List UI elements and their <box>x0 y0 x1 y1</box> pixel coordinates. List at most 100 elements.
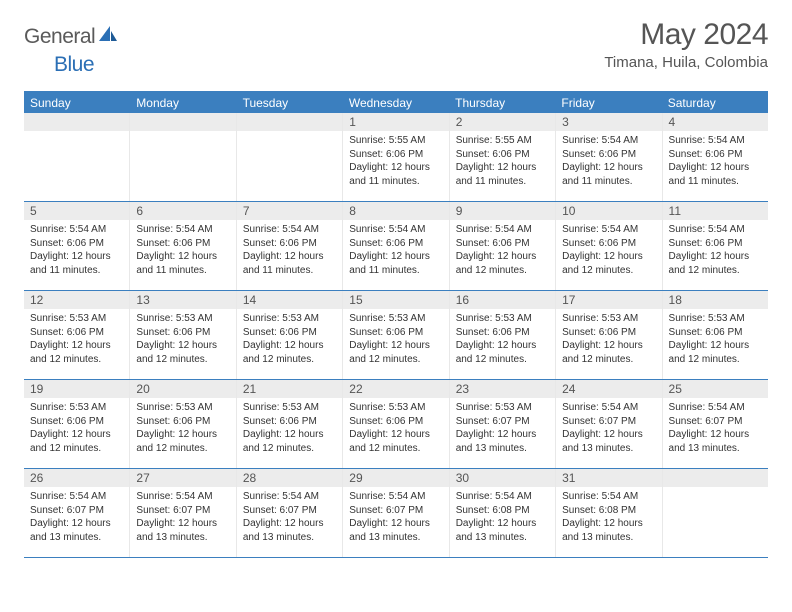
day-number: 27 <box>130 469 235 487</box>
day-number: 1 <box>343 113 448 131</box>
day-line: Sunset: 6:07 PM <box>562 415 655 429</box>
day-cell: 18Sunrise: 5:53 AMSunset: 6:06 PMDayligh… <box>663 291 768 379</box>
day-line: and 12 minutes. <box>136 353 229 367</box>
day-line: and 12 minutes. <box>562 353 655 367</box>
day-number <box>24 113 129 131</box>
day-body: Sunrise: 5:53 AMSunset: 6:06 PMDaylight:… <box>237 398 342 459</box>
day-number: 3 <box>556 113 661 131</box>
day-line: Sunrise: 5:54 AM <box>243 223 336 237</box>
day-line: Daylight: 12 hours <box>243 517 336 531</box>
day-body: Sunrise: 5:54 AMSunset: 6:06 PMDaylight:… <box>343 220 448 281</box>
weekday-header: Thursday <box>449 93 555 113</box>
day-body <box>663 487 768 494</box>
day-number: 21 <box>237 380 342 398</box>
day-line: Sunrise: 5:53 AM <box>456 401 549 415</box>
day-line: Sunset: 6:06 PM <box>456 326 549 340</box>
day-line: and 13 minutes. <box>562 442 655 456</box>
day-line: Sunset: 6:06 PM <box>669 326 762 340</box>
day-line: Sunrise: 5:55 AM <box>349 134 442 148</box>
day-line: and 13 minutes. <box>243 531 336 545</box>
weekday-header: Saturday <box>662 93 768 113</box>
day-body: Sunrise: 5:53 AMSunset: 6:06 PMDaylight:… <box>130 398 235 459</box>
calendar: SundayMondayTuesdayWednesdayThursdayFrid… <box>24 91 768 558</box>
day-line: Sunset: 6:06 PM <box>243 237 336 251</box>
week-row: 12Sunrise: 5:53 AMSunset: 6:06 PMDayligh… <box>24 291 768 380</box>
day-body: Sunrise: 5:54 AMSunset: 6:06 PMDaylight:… <box>556 131 661 192</box>
day-line: Sunrise: 5:54 AM <box>562 134 655 148</box>
day-cell: 11Sunrise: 5:54 AMSunset: 6:06 PMDayligh… <box>663 202 768 290</box>
day-body: Sunrise: 5:54 AMSunset: 6:08 PMDaylight:… <box>450 487 555 548</box>
day-line: and 12 minutes. <box>30 353 123 367</box>
day-line: Daylight: 12 hours <box>669 339 762 353</box>
day-line: Sunset: 6:06 PM <box>349 415 442 429</box>
day-number <box>130 113 235 131</box>
day-number: 23 <box>450 380 555 398</box>
weekday-row: SundayMondayTuesdayWednesdayThursdayFrid… <box>24 93 768 113</box>
day-line: and 12 minutes. <box>456 353 549 367</box>
day-line: Daylight: 12 hours <box>136 339 229 353</box>
day-number <box>237 113 342 131</box>
day-line: Daylight: 12 hours <box>349 161 442 175</box>
day-line: Daylight: 12 hours <box>30 250 123 264</box>
day-cell: 31Sunrise: 5:54 AMSunset: 6:08 PMDayligh… <box>556 469 662 557</box>
day-cell: 4Sunrise: 5:54 AMSunset: 6:06 PMDaylight… <box>663 113 768 201</box>
day-line: and 11 minutes. <box>136 264 229 278</box>
day-body: Sunrise: 5:53 AMSunset: 6:06 PMDaylight:… <box>343 398 448 459</box>
day-line: Daylight: 12 hours <box>349 517 442 531</box>
sail-icon <box>97 24 119 49</box>
day-cell: 7Sunrise: 5:54 AMSunset: 6:06 PMDaylight… <box>237 202 343 290</box>
day-line: Sunrise: 5:54 AM <box>136 490 229 504</box>
day-number: 8 <box>343 202 448 220</box>
day-cell: 8Sunrise: 5:54 AMSunset: 6:06 PMDaylight… <box>343 202 449 290</box>
day-line: Sunrise: 5:53 AM <box>136 401 229 415</box>
day-number: 17 <box>556 291 661 309</box>
day-body: Sunrise: 5:53 AMSunset: 6:06 PMDaylight:… <box>24 398 129 459</box>
day-line: and 13 minutes. <box>136 531 229 545</box>
day-line: Sunrise: 5:54 AM <box>456 490 549 504</box>
day-cell: 2Sunrise: 5:55 AMSunset: 6:06 PMDaylight… <box>450 113 556 201</box>
day-number: 24 <box>556 380 661 398</box>
day-line: Daylight: 12 hours <box>30 428 123 442</box>
day-body: Sunrise: 5:53 AMSunset: 6:06 PMDaylight:… <box>24 309 129 370</box>
day-cell: 14Sunrise: 5:53 AMSunset: 6:06 PMDayligh… <box>237 291 343 379</box>
day-line: Sunset: 6:06 PM <box>349 326 442 340</box>
day-number: 29 <box>343 469 448 487</box>
day-line: Daylight: 12 hours <box>30 517 123 531</box>
day-line: Daylight: 12 hours <box>669 161 762 175</box>
day-line: Sunrise: 5:54 AM <box>30 223 123 237</box>
day-cell: 5Sunrise: 5:54 AMSunset: 6:06 PMDaylight… <box>24 202 130 290</box>
day-line: Sunset: 6:06 PM <box>456 237 549 251</box>
day-line: Sunrise: 5:53 AM <box>456 312 549 326</box>
day-body: Sunrise: 5:53 AMSunset: 6:06 PMDaylight:… <box>343 309 448 370</box>
day-line: Sunrise: 5:53 AM <box>30 401 123 415</box>
day-cell: 22Sunrise: 5:53 AMSunset: 6:06 PMDayligh… <box>343 380 449 468</box>
day-body: Sunrise: 5:54 AMSunset: 6:07 PMDaylight:… <box>343 487 448 548</box>
day-line: Daylight: 12 hours <box>456 250 549 264</box>
day-line: and 11 minutes. <box>562 175 655 189</box>
day-line: Sunrise: 5:54 AM <box>136 223 229 237</box>
day-line: Sunrise: 5:54 AM <box>349 490 442 504</box>
day-line: Sunrise: 5:54 AM <box>349 223 442 237</box>
day-line: Sunrise: 5:53 AM <box>30 312 123 326</box>
day-body: Sunrise: 5:54 AMSunset: 6:06 PMDaylight:… <box>130 220 235 281</box>
day-line: Sunrise: 5:54 AM <box>562 223 655 237</box>
day-number: 14 <box>237 291 342 309</box>
day-line: Daylight: 12 hours <box>562 161 655 175</box>
location: Timana, Huila, Colombia <box>604 54 768 71</box>
day-cell: 27Sunrise: 5:54 AMSunset: 6:07 PMDayligh… <box>130 469 236 557</box>
logo-text-general: General <box>24 25 95 49</box>
day-line: Daylight: 12 hours <box>562 339 655 353</box>
day-line: Daylight: 12 hours <box>30 339 123 353</box>
day-line: and 13 minutes. <box>456 442 549 456</box>
day-number: 2 <box>450 113 555 131</box>
day-body: Sunrise: 5:54 AMSunset: 6:07 PMDaylight:… <box>24 487 129 548</box>
day-number: 7 <box>237 202 342 220</box>
day-line: and 13 minutes. <box>669 442 762 456</box>
day-number: 12 <box>24 291 129 309</box>
day-number: 19 <box>24 380 129 398</box>
day-number: 13 <box>130 291 235 309</box>
day-cell <box>237 113 343 201</box>
day-line: Daylight: 12 hours <box>456 339 549 353</box>
day-number: 20 <box>130 380 235 398</box>
logo-text-blue: Blue <box>54 53 94 77</box>
